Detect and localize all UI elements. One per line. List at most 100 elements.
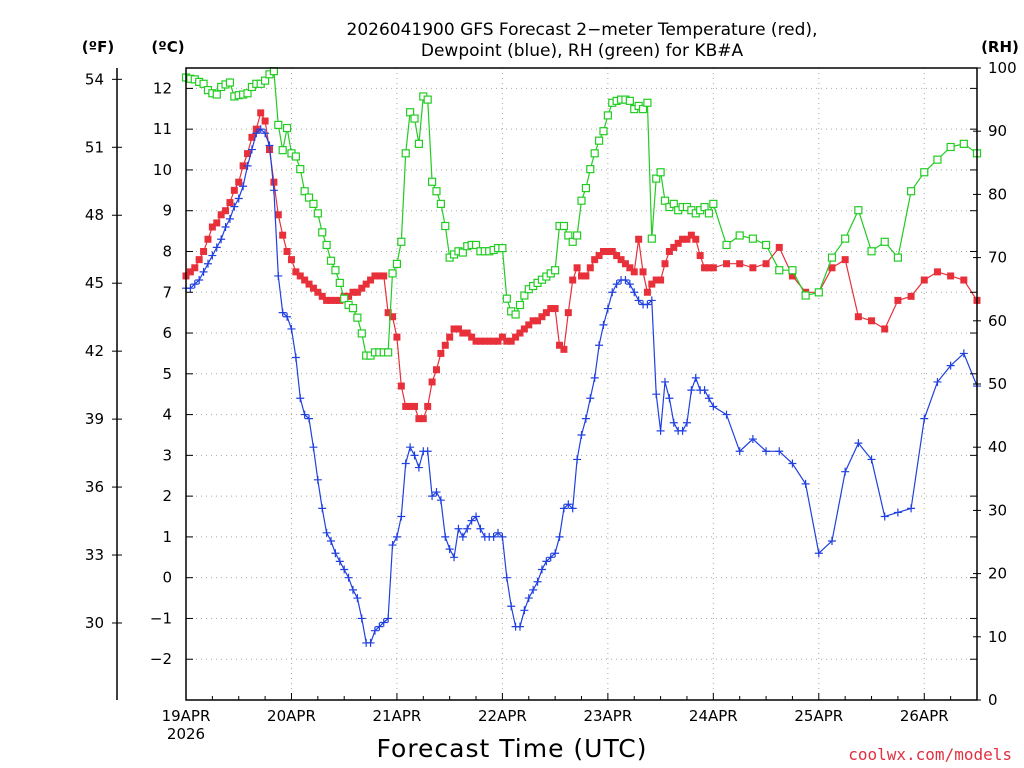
- dewpoint-point: [436, 496, 445, 505]
- temperature-point: [371, 272, 379, 280]
- temperature-point: [635, 235, 643, 243]
- dewpoint-point: [573, 455, 582, 464]
- rh-point: [788, 266, 797, 275]
- rh-point: [414, 139, 424, 148]
- rh-tick-label: 40: [988, 438, 1007, 456]
- temperature-point: [432, 366, 440, 374]
- dewpoint-point: [195, 276, 204, 285]
- dewpoint-point: [305, 414, 314, 423]
- x-tick-label: 26APR: [900, 707, 949, 725]
- temperature-point: [542, 309, 550, 317]
- axes-layer: −2−1012345678910111230333639424548515401…: [85, 59, 1017, 743]
- celsius-tick-label: 10: [153, 161, 172, 179]
- dewpoint-point: [450, 553, 459, 562]
- rh-point: [274, 120, 283, 129]
- temperature-point: [358, 284, 366, 292]
- temperature-point: [331, 296, 339, 304]
- rh-point: [906, 187, 916, 196]
- rh-point: [296, 165, 305, 174]
- temperature-point: [345, 292, 353, 300]
- temperature-point: [402, 402, 410, 410]
- temperature-point: [186, 268, 194, 276]
- temperature-point: [569, 276, 577, 284]
- rh-point: [638, 104, 648, 114]
- temperature-point: [701, 264, 709, 272]
- dewpoint-point: [199, 267, 208, 276]
- rh-point: [814, 288, 823, 297]
- x-tick-label: 25APR: [794, 707, 843, 725]
- dewpoint-point: [634, 296, 643, 305]
- temperature-point: [933, 268, 941, 276]
- dewpoint-point: [410, 451, 419, 460]
- temperature-point: [283, 247, 291, 255]
- dewpoint-point: [595, 341, 604, 350]
- dewpoint-point: [432, 488, 441, 497]
- celsius-tick-label: 0: [162, 569, 172, 587]
- temperature-point: [556, 341, 564, 349]
- rh-point: [603, 111, 612, 120]
- x-tick-label: 23APR: [583, 707, 632, 725]
- temperature-point: [314, 288, 322, 296]
- temperature-point: [235, 178, 243, 186]
- dewpoint-point: [625, 280, 634, 289]
- dewpoint-point: [586, 394, 595, 403]
- rh-point: [335, 278, 344, 287]
- rh-point: [304, 193, 314, 202]
- rh-axis-unit: (RH): [981, 38, 1019, 56]
- fahrenheit-tick-label: 48: [85, 206, 104, 224]
- temperature-point: [503, 337, 511, 345]
- dewpoint-point: [283, 312, 292, 321]
- temperature-point: [723, 260, 731, 268]
- dewpoint-point: [318, 504, 327, 513]
- temperature-point: [204, 235, 212, 243]
- dewpoint-point: [428, 492, 437, 501]
- dewpoint-point: [467, 516, 476, 525]
- rh-tick-label: 10: [988, 628, 1007, 646]
- temperature-point: [534, 317, 542, 325]
- celsius-tick-label: 6: [162, 324, 172, 342]
- dewpoint-point: [252, 129, 261, 138]
- dewpoint-point: [762, 447, 771, 456]
- rh-point: [761, 240, 771, 250]
- x-tick-label: 21APR: [373, 707, 422, 725]
- temperature-point: [441, 341, 449, 349]
- temperature-point: [630, 268, 638, 276]
- rh-point: [594, 136, 604, 145]
- dewpoint-point: [300, 410, 309, 419]
- rh-point: [735, 231, 744, 240]
- dewpoint-point: [344, 573, 353, 582]
- temperature-point: [670, 243, 678, 251]
- x-axis-label: Forecast Time (UTC): [377, 734, 648, 763]
- dewpoint-point: [735, 447, 744, 456]
- dewpoint-point: [384, 614, 393, 623]
- rh-point: [313, 209, 322, 218]
- temperature-point: [327, 296, 335, 304]
- dewpoint-point: [841, 467, 850, 476]
- dewpoint-point: [234, 194, 243, 203]
- dewpoint-point: [880, 512, 889, 521]
- temperature-point: [349, 288, 357, 296]
- dewpoint-point: [445, 545, 454, 554]
- dewpoint-point: [388, 541, 397, 550]
- celsius-tick-label: 2: [162, 487, 172, 505]
- temperature-point: [476, 337, 484, 345]
- credit-text: coolwx.com/models: [848, 745, 1012, 764]
- dewpoint-point: [313, 475, 322, 484]
- temperature-point: [226, 199, 234, 207]
- dewpoint-point: [669, 418, 678, 427]
- rh-point: [348, 304, 358, 313]
- fahrenheit-tick-label: 30: [85, 614, 104, 632]
- dewpoint-point: [801, 479, 810, 488]
- rh-point: [581, 183, 590, 193]
- rh-point: [282, 123, 292, 133]
- rh-tick-label: 50: [988, 375, 1007, 393]
- dewpoint-point: [529, 585, 538, 594]
- temperature-point: [248, 133, 256, 141]
- dewpoint-point: [643, 300, 652, 309]
- rh-point: [775, 266, 784, 275]
- dewpoint-point: [630, 288, 639, 297]
- rh-point: [564, 231, 573, 240]
- dewpoint-point: [256, 125, 265, 134]
- dewpoint-point: [366, 638, 375, 647]
- rh-point: [643, 98, 652, 107]
